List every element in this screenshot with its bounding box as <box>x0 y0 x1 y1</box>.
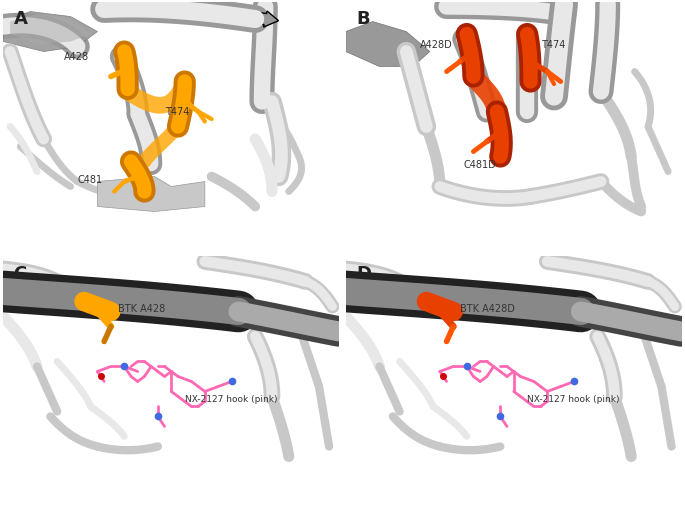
Text: C481D: C481D <box>463 159 496 169</box>
Polygon shape <box>3 13 97 52</box>
Text: C: C <box>14 265 27 282</box>
Polygon shape <box>346 22 429 67</box>
Text: B: B <box>356 10 369 28</box>
Text: BTK A428D: BTK A428D <box>460 304 515 314</box>
Polygon shape <box>97 177 205 212</box>
Text: D: D <box>356 265 371 282</box>
Text: C481: C481 <box>77 174 103 184</box>
Text: T474: T474 <box>540 40 565 49</box>
Text: A428D: A428D <box>420 40 453 49</box>
Text: A: A <box>14 10 27 28</box>
Polygon shape <box>10 15 90 45</box>
Text: T474: T474 <box>164 107 189 117</box>
FancyArrow shape <box>244 12 279 28</box>
Text: NX-2127 hook (pink): NX-2127 hook (pink) <box>185 394 277 404</box>
Text: A428: A428 <box>64 52 89 62</box>
Text: NX-2127 hook (pink): NX-2127 hook (pink) <box>527 394 620 404</box>
Text: BTK A428: BTK A428 <box>118 304 165 314</box>
